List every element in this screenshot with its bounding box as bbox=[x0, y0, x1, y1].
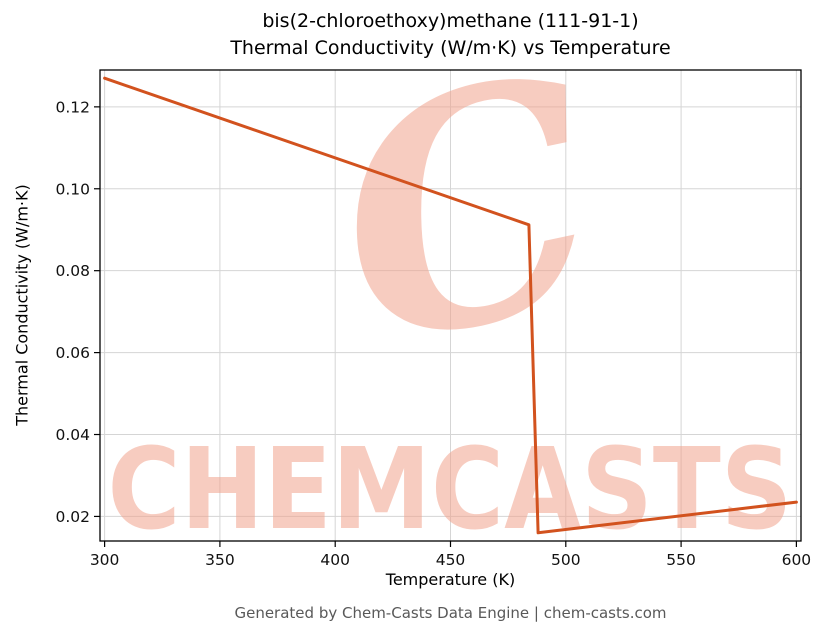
x-tick-label: 550 bbox=[666, 551, 696, 569]
watermark-text: CHEMCASTS bbox=[108, 425, 793, 555]
y-tick-label: 0.02 bbox=[55, 508, 90, 526]
x-axis-label: Temperature (K) bbox=[385, 570, 516, 589]
y-axis-label: Thermal Conductivity (W/m·K) bbox=[12, 184, 32, 426]
y-tick-label: 0.08 bbox=[55, 262, 90, 280]
x-tick-label: 300 bbox=[90, 551, 120, 569]
data-line-thermal-conductivity bbox=[103, 76, 798, 535]
x-tick-label: 600 bbox=[782, 551, 812, 569]
chart-title-line2: Thermal Conductivity (W/m·K) vs Temperat… bbox=[230, 37, 671, 59]
y-tick-label: 0.12 bbox=[55, 98, 90, 116]
footer-credit: Generated by Chem-Casts Data Engine | ch… bbox=[234, 604, 667, 622]
x-tick-label: 350 bbox=[205, 551, 235, 569]
x-tick-label: 450 bbox=[436, 551, 466, 569]
chart-title-line1: bis(2-chloroethoxy)methane (111-91-1) bbox=[262, 10, 639, 32]
y-tick-label: 0.10 bbox=[55, 180, 90, 198]
y-tick-label: 0.06 bbox=[55, 344, 90, 362]
y-tick-label: 0.04 bbox=[55, 426, 90, 444]
x-tick-label: 400 bbox=[320, 551, 350, 569]
chart-title: bis(2-chloroethoxy)methane (111-91-1) Th… bbox=[100, 8, 801, 62]
watermark-logo-c-icon: C bbox=[306, 5, 628, 419]
x-tick-label: 500 bbox=[551, 551, 581, 569]
